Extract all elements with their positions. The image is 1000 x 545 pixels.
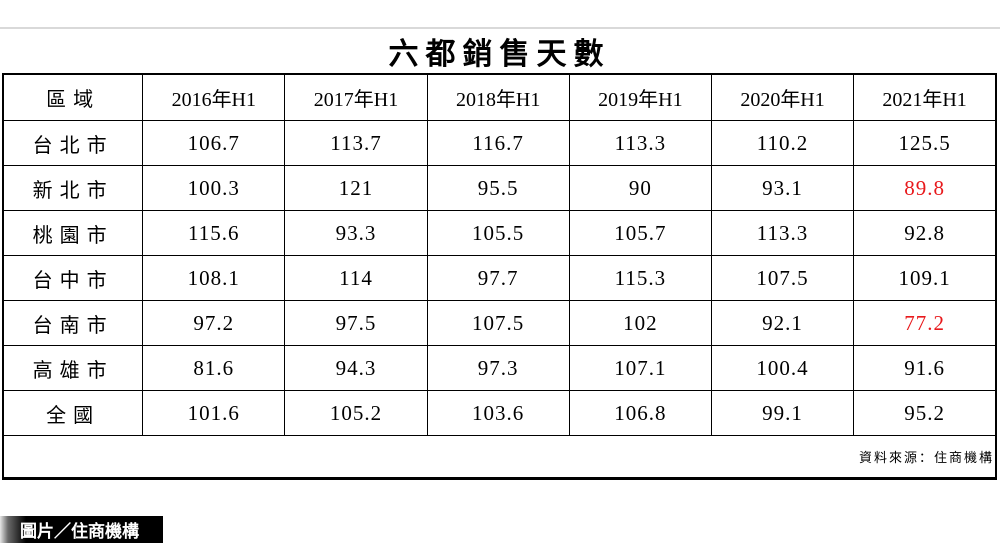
value-cell: 91.6 [853, 345, 997, 391]
table-row: 新北市 100.3 121 95.5 90 93.1 89.8 [2, 165, 997, 211]
column-header-year: 2016年H1 [142, 73, 286, 121]
value-cell-highlighted: 77.2 [853, 300, 997, 346]
value-cell: 121 [284, 165, 428, 211]
value-cell: 113.7 [284, 120, 428, 166]
value-cell: 103.6 [426, 390, 570, 436]
value-cell: 105.7 [568, 210, 712, 256]
value-cell: 105.5 [426, 210, 570, 256]
sales-days-table: 區域 2016年H1 2017年H1 2018年H1 2019年H1 2020年H1 20… [2, 73, 997, 480]
column-header-year: 2018年H1 [426, 73, 570, 121]
value-cell: 114 [284, 255, 428, 301]
region-cell: 新北市 [2, 165, 144, 211]
value-cell: 108.1 [142, 255, 286, 301]
value-cell: 81.6 [142, 345, 286, 391]
table-row: 桃園市 115.6 93.3 105.5 105.7 113.3 92.8 [2, 210, 997, 256]
value-cell: 125.5 [853, 120, 997, 166]
value-cell: 107.5 [710, 255, 855, 301]
region-cell: 台北市 [2, 120, 144, 166]
table-title: 六都銷售天數 [388, 38, 611, 71]
value-cell: 97.7 [426, 255, 570, 301]
value-cell: 97.5 [284, 300, 428, 346]
top-divider-rule [0, 27, 1000, 29]
table-row: 台北市 106.7 113.7 116.7 113.3 110.2 125.5 [2, 120, 997, 166]
value-cell: 110.2 [710, 120, 855, 166]
value-cell: 116.7 [426, 120, 570, 166]
table-row: 台南市 97.2 97.5 107.5 102 92.1 77.2 [2, 300, 997, 346]
value-cell: 107.5 [426, 300, 570, 346]
value-cell: 109.1 [853, 255, 997, 301]
value-cell: 105.2 [284, 390, 428, 436]
credit-badge: 圖片／住商機構 [0, 516, 163, 543]
value-cell: 102 [568, 300, 712, 346]
table-row: 全國 101.6 105.2 103.6 106.8 99.1 95.2 [2, 390, 997, 436]
value-cell: 93.3 [284, 210, 428, 256]
value-cell: 95.5 [426, 165, 570, 211]
source-row: 資料來源：住商機構 [2, 435, 997, 479]
credit-badge-label: 圖片／住商機構 [20, 522, 139, 541]
value-cell: 93.1 [710, 165, 855, 211]
value-cell: 100.4 [710, 345, 855, 391]
region-cell: 高雄市 [2, 345, 144, 391]
value-cell: 99.1 [710, 390, 855, 436]
region-cell: 桃園市 [2, 210, 144, 256]
column-header-year: 2021年H1 [853, 73, 997, 121]
value-cell: 107.1 [568, 345, 712, 391]
value-cell: 92.8 [853, 210, 997, 256]
value-cell: 97.2 [142, 300, 286, 346]
value-cell: 100.3 [142, 165, 286, 211]
header-row: 區域 2016年H1 2017年H1 2018年H1 2019年H1 2020年H1 20… [2, 73, 997, 121]
value-cell: 90 [568, 165, 712, 211]
table-row: 台中市 108.1 114 97.7 115.3 107.5 109.1 [2, 255, 997, 301]
region-cell: 台南市 [2, 300, 144, 346]
value-cell: 106.7 [142, 120, 286, 166]
table-row: 高雄市 81.6 94.3 97.3 107.1 100.4 91.6 [2, 345, 997, 391]
region-cell: 台中市 [2, 255, 144, 301]
column-header-year: 2020年H1 [710, 73, 855, 121]
column-header-region: 區域 [2, 73, 144, 121]
value-cell: 115.3 [568, 255, 712, 301]
value-cell: 94.3 [284, 345, 428, 391]
value-cell: 92.1 [710, 300, 855, 346]
value-cell: 115.6 [142, 210, 286, 256]
value-cell: 97.3 [426, 345, 570, 391]
value-cell: 106.8 [568, 390, 712, 436]
source-note: 資料來源：住商機構 [2, 435, 997, 479]
value-cell: 95.2 [853, 390, 997, 436]
value-cell: 113.3 [568, 120, 712, 166]
value-cell-highlighted: 89.8 [853, 165, 997, 211]
column-header-year: 2017年H1 [284, 73, 428, 121]
value-cell: 113.3 [710, 210, 855, 256]
sales-days-figure: 六都銷售天數 區域 2016年H1 2017年H1 2018年H1 2019年H1 20… [2, 29, 997, 480]
column-header-year: 2019年H1 [568, 73, 712, 121]
value-cell: 101.6 [142, 390, 286, 436]
region-cell: 全國 [2, 390, 144, 436]
